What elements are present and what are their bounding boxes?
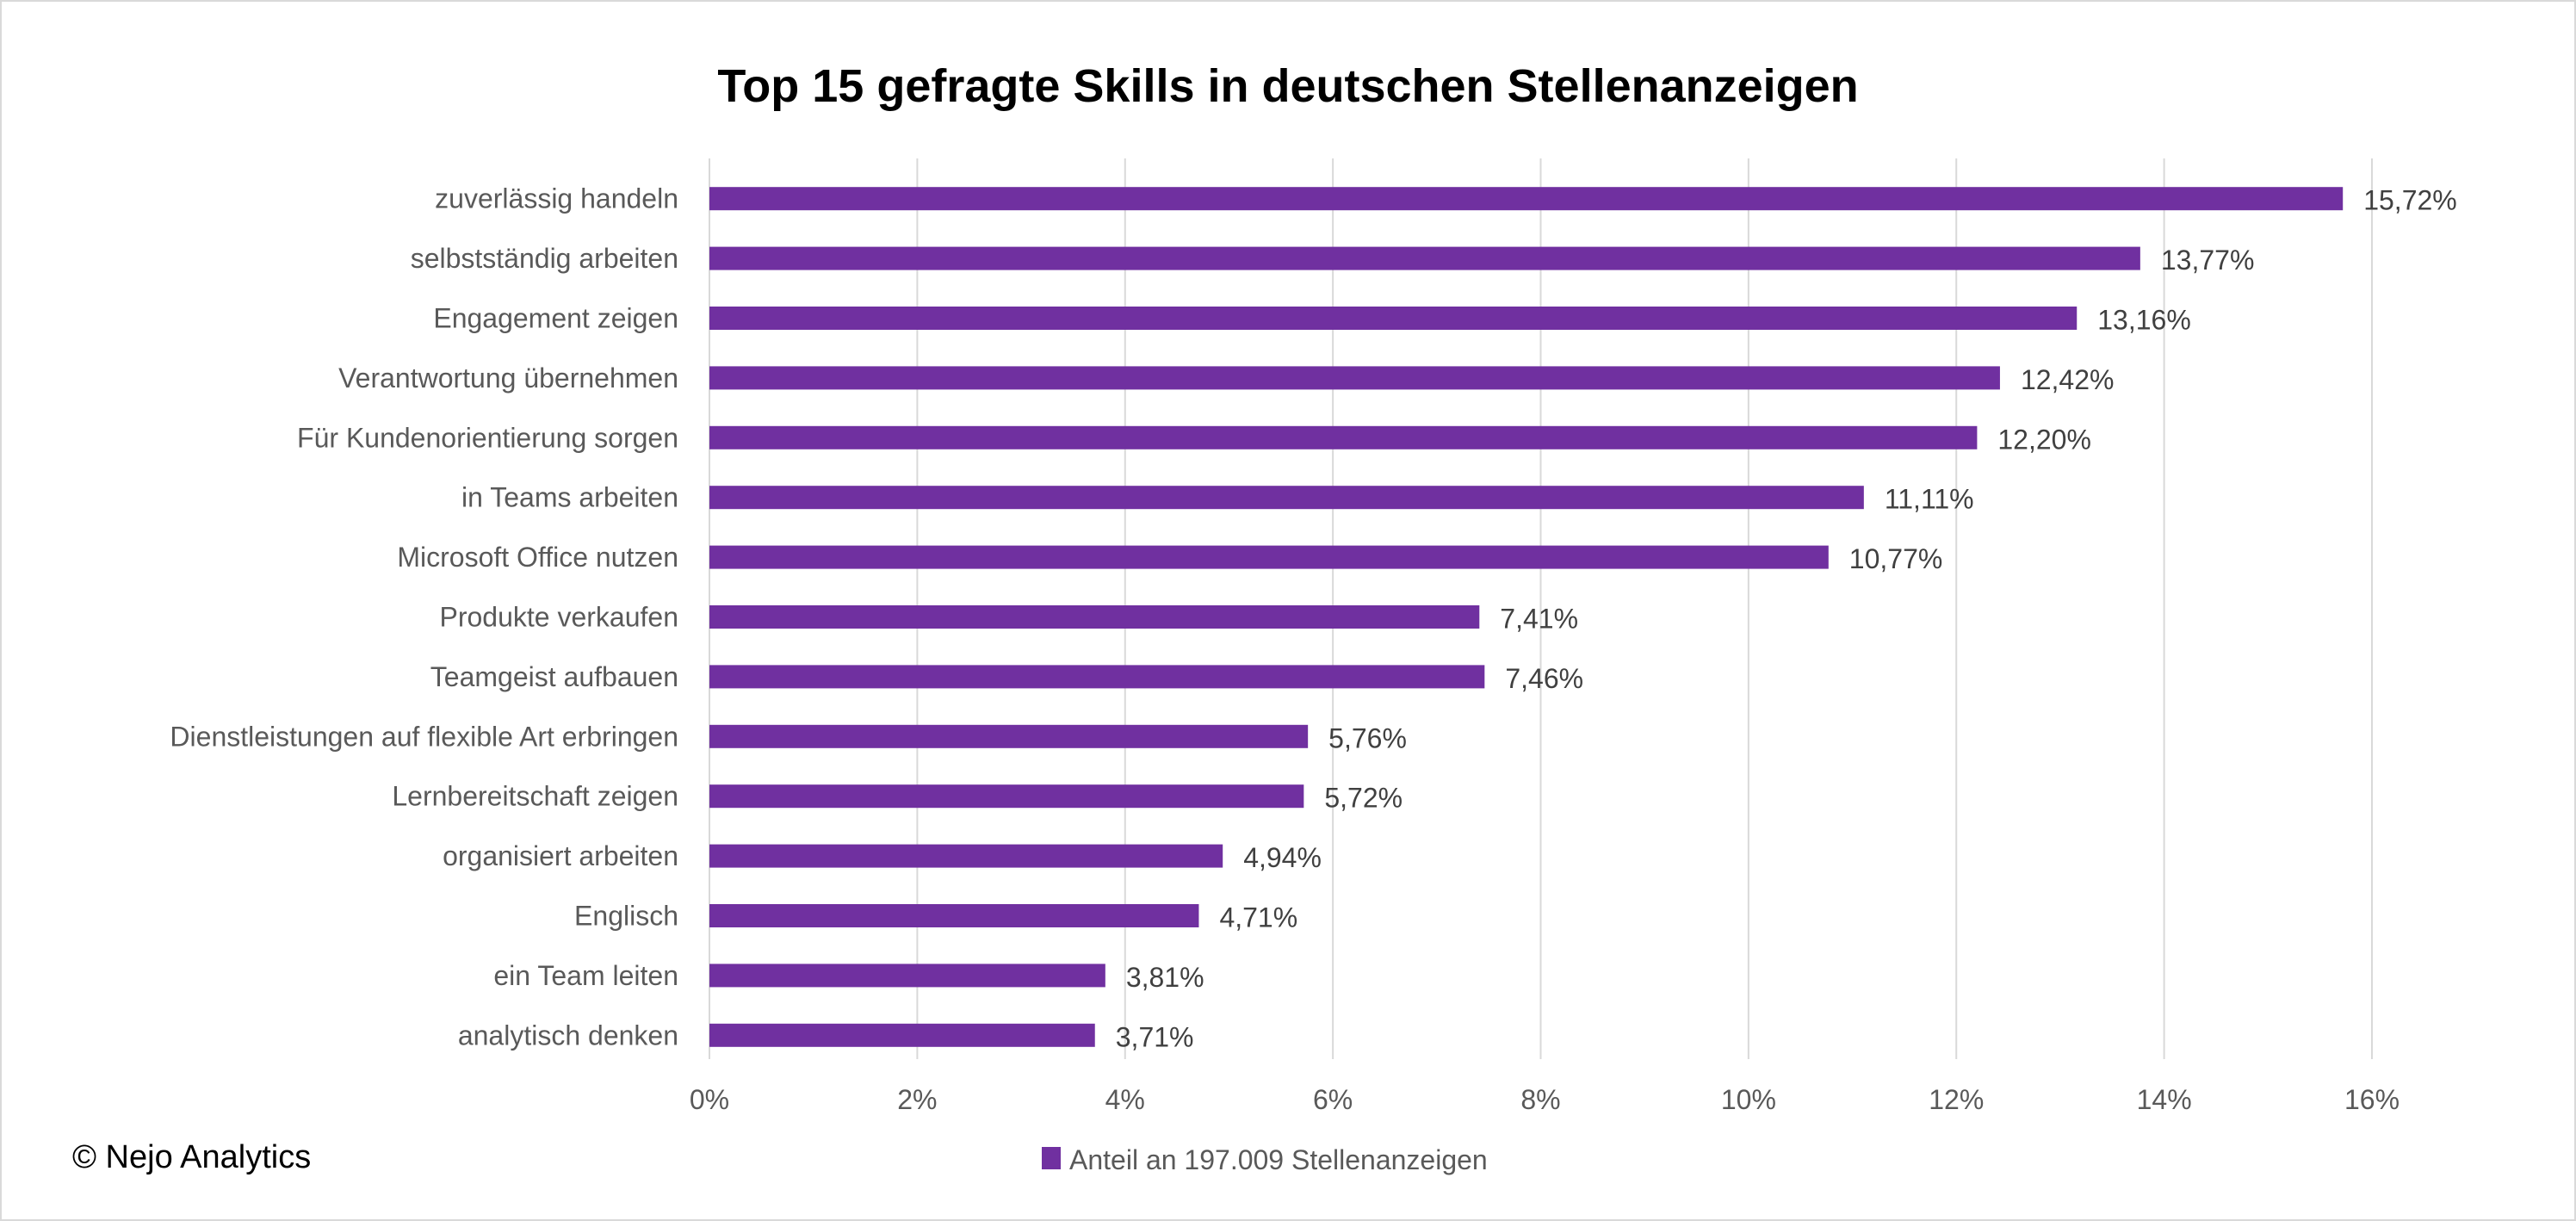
- category-label: Produkte verkaufen: [440, 602, 679, 633]
- x-tick-label: 12%: [1929, 1084, 1984, 1115]
- data-label: 4,94%: [1243, 842, 1322, 873]
- category-label: Dienstleistungen auf flexible Art erbrin…: [170, 721, 678, 752]
- category-label: Für Kundenorientierung sorgen: [297, 422, 678, 453]
- data-label: 7,46%: [1505, 663, 1583, 694]
- data-label: 11,11%: [1885, 484, 1974, 515]
- category-label: selbstständig arbeiten: [411, 243, 678, 274]
- category-label: Lernbereitschaft zeigen: [392, 781, 678, 812]
- x-axis-ticks: 0% 2% 4% 6% 8% 10% 12% 14% 16%: [690, 1084, 2400, 1115]
- x-tick-label: 2%: [897, 1084, 937, 1115]
- bars: [709, 187, 2344, 1047]
- category-label: ein Team leiten: [493, 960, 678, 991]
- bar: [709, 605, 1480, 629]
- legend-label: Anteil an 197.009 Stellenanzeigen: [1069, 1144, 1488, 1175]
- x-tick-label: 10%: [1721, 1084, 1776, 1115]
- bar: [709, 425, 1978, 449]
- data-label: 12,42%: [2021, 364, 2115, 395]
- copyright-text: © Nejo Analytics: [72, 1139, 311, 1175]
- category-label: in Teams arbeiten: [461, 482, 678, 513]
- bar: [709, 307, 2078, 330]
- bar: [709, 545, 1829, 569]
- bar: [709, 246, 2140, 270]
- bar: [709, 844, 1223, 868]
- x-tick-label: 14%: [2137, 1084, 2192, 1115]
- category-label: Teamgeist aufbauen: [430, 661, 678, 692]
- category-label: organisiert arbeiten: [443, 840, 678, 871]
- data-label: 3,71%: [1116, 1021, 1194, 1052]
- bar: [709, 964, 1105, 988]
- bar: [709, 724, 1309, 748]
- data-label: 13,16%: [2097, 305, 2191, 336]
- category-label: Englisch: [574, 901, 678, 932]
- bar: [709, 486, 1864, 510]
- bar: [709, 904, 1199, 927]
- data-label: 7,41%: [1500, 604, 1578, 635]
- category-label: analytisch denken: [458, 1020, 678, 1051]
- legend: Anteil an 197.009 Stellenanzeigen: [1042, 1144, 1488, 1175]
- bar: [709, 1023, 1095, 1047]
- data-label: 5,72%: [1324, 783, 1403, 814]
- data-label: 3,81%: [1126, 962, 1204, 993]
- x-tick-label: 4%: [1105, 1084, 1145, 1115]
- category-label: Verantwortung übernehmen: [338, 363, 678, 394]
- data-label: 13,77%: [2161, 245, 2255, 276]
- data-label: 5,76%: [1328, 722, 1407, 753]
- chart-title: Top 15 gefragte Skills in deutschen Stel…: [717, 60, 1858, 112]
- bar: [709, 366, 2000, 390]
- x-tick-label: 16%: [2344, 1084, 2400, 1115]
- bar: [709, 784, 1304, 809]
- category-label: zuverlässig handeln: [435, 183, 678, 214]
- data-label: 10,77%: [1849, 543, 1943, 574]
- data-labels: 15,72% 13,77% 13,16% 12,42% 12,20% 11,11% 10,7…: [1116, 185, 2457, 1053]
- x-tick-label: 6%: [1313, 1084, 1353, 1115]
- category-label: Microsoft Office nutzen: [397, 542, 678, 573]
- x-tick-label: 0%: [690, 1084, 729, 1115]
- bar: [709, 187, 2344, 211]
- category-labels: zuverlässig handeln selbstständig arbeite…: [170, 183, 678, 1051]
- bar: [709, 665, 1485, 689]
- category-label: Engagement zeigen: [433, 303, 678, 334]
- data-label: 4,71%: [1219, 902, 1297, 933]
- x-tick-label: 8%: [1520, 1084, 1560, 1115]
- legend-swatch: [1042, 1147, 1061, 1169]
- data-label: 15,72%: [2363, 185, 2457, 216]
- data-label: 12,20%: [1997, 424, 2091, 455]
